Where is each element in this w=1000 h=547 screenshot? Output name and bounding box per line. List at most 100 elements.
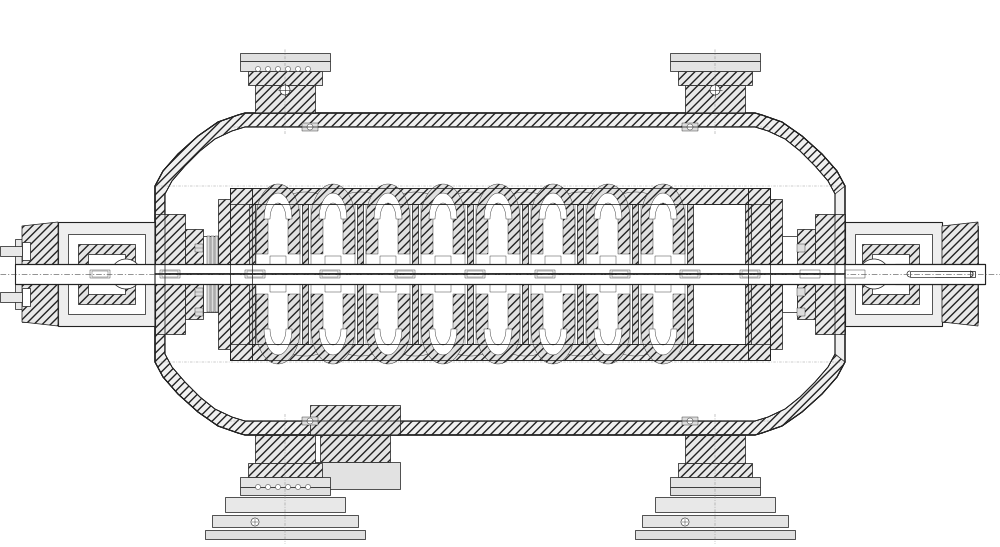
Polygon shape	[319, 329, 347, 355]
Polygon shape	[484, 329, 512, 355]
Circle shape	[306, 485, 310, 490]
Bar	[88, 254, 125, 294]
Bar	[748, 188, 770, 360]
Bar	[545, 256, 561, 292]
Bar	[465, 270, 485, 278]
Polygon shape	[641, 184, 685, 254]
Bar	[240, 477, 330, 487]
Bar	[855, 234, 932, 314]
Bar	[230, 344, 770, 360]
Bar	[412, 204, 418, 344]
Circle shape	[307, 124, 313, 130]
Polygon shape	[264, 193, 292, 219]
Bar	[742, 271, 758, 277]
Bar	[935, 271, 975, 277]
Polygon shape	[319, 193, 347, 219]
Bar	[678, 463, 752, 477]
Polygon shape	[311, 184, 355, 254]
Polygon shape	[476, 294, 520, 364]
Bar	[15, 264, 22, 284]
Bar	[195, 264, 203, 272]
Polygon shape	[374, 329, 402, 355]
Bar	[435, 256, 451, 292]
Bar	[205, 530, 365, 539]
Polygon shape	[641, 294, 685, 364]
Bar	[90, 270, 110, 278]
Bar	[211, 236, 214, 312]
Bar	[612, 271, 628, 277]
Bar	[58, 222, 155, 326]
Bar	[748, 188, 770, 360]
Circle shape	[866, 266, 882, 282]
Polygon shape	[586, 184, 630, 254]
Bar	[320, 435, 390, 462]
Bar	[670, 487, 760, 495]
Bar	[655, 256, 671, 292]
Bar	[797, 229, 815, 319]
Circle shape	[280, 85, 290, 95]
Bar	[195, 308, 203, 316]
Bar	[797, 288, 805, 296]
Bar	[230, 188, 770, 204]
Bar	[680, 270, 700, 278]
Bar	[522, 204, 528, 344]
Bar	[682, 123, 698, 131]
Polygon shape	[429, 193, 457, 219]
Bar	[740, 270, 760, 278]
Bar	[302, 123, 318, 131]
Polygon shape	[256, 184, 300, 254]
Polygon shape	[366, 294, 410, 364]
Polygon shape	[421, 184, 465, 254]
Bar	[685, 85, 745, 113]
Bar	[395, 270, 415, 278]
Bar	[249, 204, 255, 344]
Circle shape	[296, 485, 300, 490]
Bar	[942, 226, 978, 322]
Polygon shape	[165, 274, 835, 421]
Polygon shape	[165, 127, 835, 274]
Polygon shape	[586, 294, 630, 364]
Polygon shape	[264, 329, 292, 355]
Bar	[22, 226, 58, 322]
Bar	[632, 204, 638, 344]
Bar	[230, 188, 252, 360]
Bar	[322, 271, 338, 277]
Bar	[678, 71, 752, 85]
Bar	[215, 236, 218, 312]
Circle shape	[687, 418, 693, 424]
Bar	[682, 271, 698, 277]
Bar	[247, 271, 263, 277]
Bar	[15, 264, 985, 284]
Polygon shape	[366, 184, 410, 254]
Bar	[687, 204, 693, 344]
Bar	[240, 487, 330, 495]
Bar	[670, 477, 760, 487]
Bar	[230, 188, 252, 360]
Bar	[320, 270, 340, 278]
Circle shape	[681, 518, 689, 526]
Circle shape	[286, 67, 290, 72]
Bar	[745, 204, 751, 344]
Polygon shape	[311, 294, 355, 364]
Circle shape	[251, 518, 259, 526]
Circle shape	[286, 485, 290, 490]
Polygon shape	[594, 329, 622, 355]
Circle shape	[276, 67, 280, 72]
Bar	[685, 435, 745, 463]
Polygon shape	[374, 193, 402, 219]
Polygon shape	[155, 113, 845, 274]
Bar	[22, 288, 30, 306]
Circle shape	[296, 67, 300, 72]
Bar	[255, 85, 315, 113]
Bar	[310, 405, 400, 435]
Bar	[910, 271, 970, 277]
Bar	[195, 244, 203, 252]
Bar	[467, 204, 473, 344]
Polygon shape	[539, 329, 567, 355]
Bar	[937, 272, 973, 276]
Bar	[357, 204, 363, 344]
Bar	[862, 244, 919, 304]
Bar	[642, 515, 788, 527]
Bar	[245, 270, 265, 278]
Polygon shape	[155, 274, 845, 435]
